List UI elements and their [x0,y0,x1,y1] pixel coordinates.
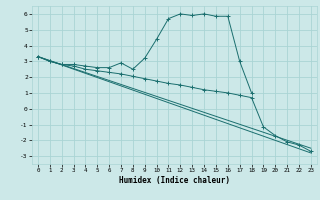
X-axis label: Humidex (Indice chaleur): Humidex (Indice chaleur) [119,176,230,185]
